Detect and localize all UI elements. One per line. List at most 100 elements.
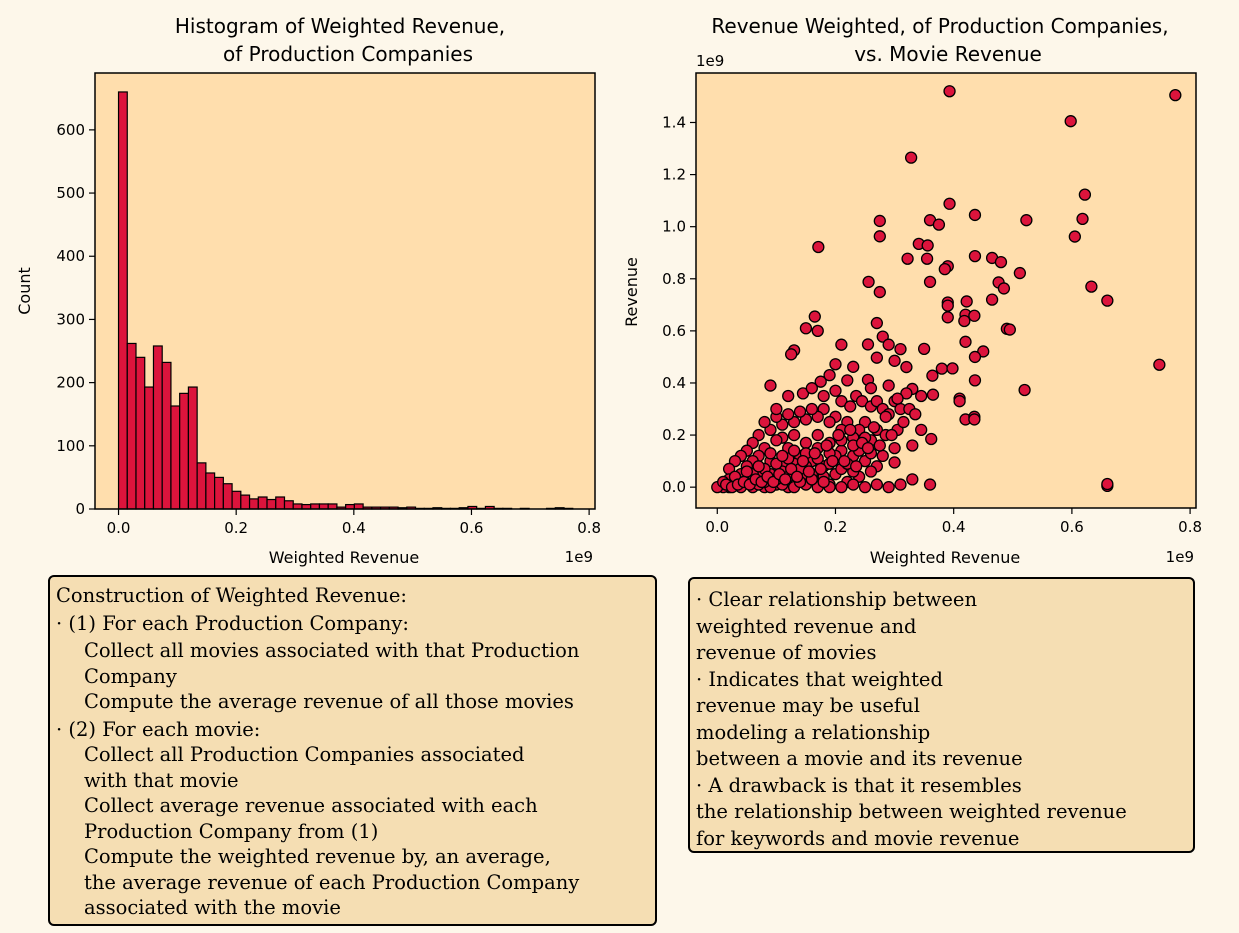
note-line: for keywords and movie revenue (696, 826, 1020, 850)
scatter-y-tick-label: 0.8 (662, 270, 686, 288)
scatter-point (832, 428, 845, 442)
scatter-point (787, 444, 801, 457)
scatter-point (787, 428, 801, 442)
scatter-point (888, 441, 901, 455)
scatter-point (1018, 383, 1031, 397)
histogram-y-tick-label: 300 (56, 310, 85, 328)
histogram-bar (248, 498, 259, 510)
scatter-point (1078, 188, 1092, 201)
scatter-point (943, 197, 956, 210)
histogram-y-tick-label: 400 (56, 247, 85, 265)
scatter-point (808, 447, 821, 460)
scatter-point (1101, 294, 1114, 307)
scatter-point (891, 392, 904, 405)
note-line: Compute the average revenue of all those… (84, 690, 574, 713)
scatter-point (811, 324, 824, 338)
note-line: associated with the movie (84, 896, 341, 919)
scatter-point (968, 208, 982, 222)
histogram-x-tick-label: 0.8 (577, 519, 601, 537)
histogram-x-tick-label: 0.2 (224, 519, 248, 537)
note-line: the relationship between weighted revenu… (696, 800, 1127, 823)
scatter-point (968, 249, 982, 263)
histogram-bar (126, 342, 137, 510)
scatter-point (841, 374, 854, 387)
scatter-point (923, 478, 937, 491)
scatter-point (906, 473, 919, 486)
histogram-x-ticks: 0.0 0.2 0.4 0.6 0.8 (107, 509, 601, 537)
scatter-point (882, 379, 895, 392)
scatter-point (897, 415, 910, 429)
scatter-chart: Revenue Weighted, of Production Companie… (622, 14, 1202, 567)
scatter-point (805, 402, 818, 416)
scatter-point (1169, 88, 1182, 102)
scatter-point (740, 465, 753, 478)
scatter-point (793, 405, 807, 418)
scatter-point (870, 478, 884, 491)
scatter-point (915, 423, 928, 437)
scatter-point (885, 428, 898, 442)
histogram-bar (205, 472, 216, 510)
histogram-y-tick-label: 200 (56, 374, 85, 392)
histogram-title-line-1: Histogram of Weighted Revenue, (175, 14, 505, 38)
scatter-point (1003, 323, 1016, 336)
histogram-bar (196, 462, 207, 510)
scatter-point (820, 439, 833, 452)
scatter-point (932, 218, 946, 231)
scatter-point (870, 316, 884, 330)
scatter-point (847, 478, 860, 491)
scatter-point (811, 428, 824, 442)
scatter-point (785, 348, 798, 361)
scatter-point (782, 389, 795, 403)
histogram-bar (187, 386, 198, 510)
scatter-point (926, 388, 940, 401)
scatter-point (835, 338, 848, 351)
note-line: · A drawback is that it resembles (696, 773, 1022, 797)
histogram-title-line-2: of Production Companies (223, 42, 473, 66)
note-line: Company (84, 664, 177, 688)
scatter-point (909, 408, 922, 421)
scatter-point (876, 330, 889, 343)
scatter-point (829, 384, 842, 397)
scatter-point (921, 239, 934, 252)
scatter-point (925, 432, 938, 446)
note-line: revenue of movies (696, 641, 877, 664)
scatter-point (917, 342, 931, 355)
note-line: revenue may be useful (696, 694, 920, 717)
scatter-point (817, 389, 830, 403)
scatter-y-tick-label: 0.4 (662, 374, 686, 392)
scatter-point (1064, 115, 1077, 128)
histogram-bar (240, 494, 251, 510)
scatter-point (1153, 358, 1166, 371)
scatter-point (776, 449, 789, 463)
histogram-bar (327, 503, 338, 510)
scatter-point (817, 475, 830, 489)
figure-canvas: Histogram of Weighted Revenue, of Produc… (15, 14, 1202, 567)
scatter-point (867, 421, 881, 434)
histogram-bar (179, 392, 190, 510)
scatter-point (808, 310, 821, 323)
scatter-x-tick-label: 0.4 (942, 518, 966, 536)
note-line: · (2) For each movie: (56, 717, 261, 741)
scatter-point (882, 481, 895, 494)
histogram-bar (318, 503, 329, 510)
scatter-point (953, 395, 966, 408)
scatter-point (901, 252, 914, 265)
scatter-point (764, 379, 777, 392)
scatter-title-line-1: Revenue Weighted, of Production Companie… (711, 14, 1168, 38)
scatter-point (920, 252, 934, 265)
scatter-point (1068, 230, 1081, 243)
scatter-point (779, 473, 792, 486)
scatter-point (888, 354, 901, 367)
scatter-point (844, 400, 857, 413)
scatter-point (796, 454, 810, 468)
scatter-point (758, 415, 771, 429)
scatter-point (873, 285, 886, 299)
scatter-point (858, 481, 872, 494)
note-line: Construction of Weighted Revenue: (56, 584, 407, 607)
scatter-point (850, 460, 863, 473)
scatter-point (904, 151, 918, 164)
histogram-bar (353, 503, 364, 510)
scatter-points (711, 85, 1182, 494)
scatter-point (1013, 266, 1027, 280)
scatter-point (906, 439, 919, 452)
